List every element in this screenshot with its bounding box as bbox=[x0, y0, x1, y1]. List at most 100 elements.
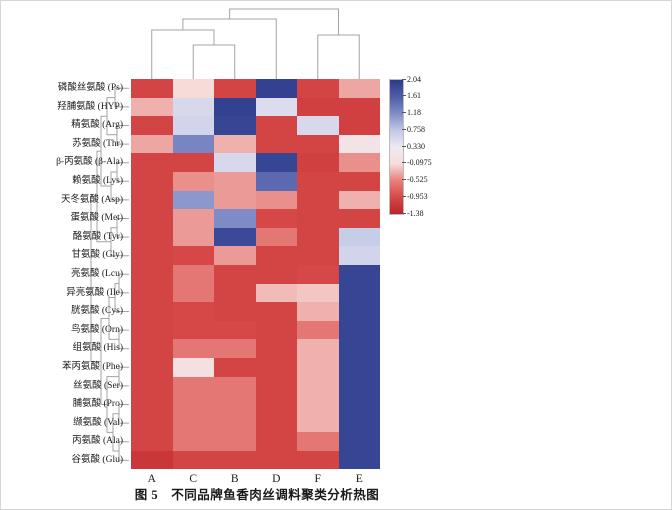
heatmap-cell bbox=[338, 376, 380, 396]
heatmap-cell bbox=[172, 432, 214, 451]
heatmap-cell bbox=[338, 79, 380, 98]
heatmap-cell bbox=[255, 320, 297, 340]
row-label: 苯丙氨酸 (Phe) bbox=[62, 361, 123, 372]
legend-tick-label: 1.61 bbox=[407, 91, 421, 101]
legend-tick-mark bbox=[402, 78, 406, 80]
heatmap-cell bbox=[172, 134, 214, 154]
heatmap-cell bbox=[172, 450, 214, 470]
legend-tick: 1.61 bbox=[402, 91, 421, 100]
heatmap-cell bbox=[338, 209, 380, 228]
heatmap-cell bbox=[297, 134, 339, 154]
heatmap-cell bbox=[255, 227, 297, 247]
row-label: 精氨酸 (Arg) bbox=[71, 120, 123, 131]
heatmap-cell bbox=[214, 413, 256, 433]
legend-ticks: 2.04 1.61 1.18 0.758 0.330 -0.0975 -0.525 -0.95… bbox=[402, 75, 448, 218]
heatmap-cell bbox=[214, 283, 256, 303]
row-label: 谷氨酸 (Glu) bbox=[71, 454, 123, 465]
column-label: D bbox=[272, 473, 281, 485]
heatmap-cell bbox=[255, 246, 297, 265]
heatmap-cell bbox=[338, 320, 380, 340]
heatmap-cell bbox=[172, 153, 214, 172]
heatmap-cell bbox=[338, 395, 380, 414]
heatmap-cell bbox=[297, 413, 339, 433]
heatmap-cell bbox=[338, 264, 380, 284]
heatmap-cell bbox=[131, 153, 173, 172]
heatmap-cell bbox=[255, 134, 297, 154]
heatmap-cell bbox=[214, 227, 256, 247]
heatmap-cell bbox=[255, 264, 297, 284]
legend-tick-mark bbox=[402, 128, 406, 130]
heatmap-cell bbox=[338, 302, 380, 321]
heatmap-cell bbox=[297, 264, 339, 284]
legend-tick: 2.04 bbox=[402, 75, 421, 84]
heatmap-cell bbox=[131, 209, 173, 228]
legend-tick: -0.953 bbox=[402, 192, 428, 201]
heatmap-cell bbox=[255, 395, 297, 414]
row-label: β-丙氨酸 (β-Ala) bbox=[56, 157, 123, 168]
row-labels: 磷酸丝氨酸 (Ps) 羟脯氨酸 (HYP) 精氨酸 (Arg) 苏氨酸 (Thr) β-… bbox=[1, 79, 127, 469]
legend-tick-label: -0.953 bbox=[407, 191, 428, 201]
heatmap-cell bbox=[214, 246, 256, 265]
color-legend: 2.04 1.61 1.18 0.758 0.330 -0.0975 -0.525 -0.95… bbox=[389, 75, 449, 219]
heatmap-cell bbox=[172, 376, 214, 396]
heatmap-cell bbox=[172, 116, 214, 135]
heatmap-cell bbox=[131, 116, 173, 135]
heatmap-cell bbox=[131, 450, 173, 470]
heatmap-cell bbox=[255, 153, 297, 172]
row-dendrogram bbox=[90, 87, 129, 461]
row-label: 鸟氨酸 (Orn) bbox=[71, 324, 123, 335]
legend-tick-label: 1.18 bbox=[407, 108, 421, 117]
row-label: 苏氨酸 (Thr) bbox=[72, 138, 123, 149]
heatmap-cell bbox=[338, 246, 380, 265]
legend-tick: 0.758 bbox=[402, 125, 425, 134]
column-label: E bbox=[355, 473, 363, 485]
heatmap-cell bbox=[338, 134, 380, 154]
heatmap-cell bbox=[172, 79, 214, 98]
heatmap-cell bbox=[131, 413, 173, 433]
figure-caption-title: 不同品牌鱼香肉丝调料聚类分析热图 bbox=[171, 488, 380, 502]
heatmap-cell bbox=[172, 171, 214, 191]
row-label: 缬氨酸 (Val) bbox=[73, 417, 123, 428]
row-label: 甘氨酸 (Gly) bbox=[71, 250, 123, 261]
heatmap-cell bbox=[255, 116, 297, 135]
heatmap-cell bbox=[214, 116, 256, 135]
heatmap-cell bbox=[214, 171, 256, 191]
row-label: 磷酸丝氨酸 (Ps) bbox=[57, 83, 123, 93]
heatmap-cell bbox=[255, 357, 297, 377]
row-label: 蛋氨酸 (Met) bbox=[70, 213, 123, 224]
legend-colorbar bbox=[389, 79, 404, 215]
heatmap-cell bbox=[172, 283, 214, 303]
figure-caption-prefix: 图 5 bbox=[134, 488, 159, 502]
heatmap-cell bbox=[338, 97, 380, 117]
heatmap-cell bbox=[172, 97, 214, 117]
legend-tick-mark bbox=[402, 95, 406, 97]
heatmap-cell bbox=[255, 302, 297, 321]
heatmap-cell bbox=[131, 227, 173, 247]
heatmap-cell bbox=[172, 209, 214, 228]
heatmap-cell bbox=[214, 264, 256, 284]
heatmap-cell bbox=[131, 320, 173, 340]
column-dendrogram bbox=[151, 8, 360, 79]
heatmap-cell bbox=[338, 153, 380, 172]
heatmap-cell bbox=[172, 395, 214, 414]
legend-tick: -0.525 bbox=[402, 175, 428, 184]
heatmap-cell bbox=[297, 432, 339, 451]
heatmap-cell bbox=[214, 302, 256, 321]
heatmap-cell bbox=[338, 357, 380, 377]
heatmap-cell bbox=[297, 302, 339, 321]
heatmap-cell bbox=[297, 227, 339, 247]
heatmap-cell bbox=[338, 171, 380, 191]
legend-tick-label: 2.04 bbox=[407, 74, 421, 84]
heatmap-cell bbox=[214, 339, 256, 358]
legend-tick: 1.18 bbox=[402, 108, 421, 117]
heatmap-cell bbox=[338, 432, 380, 451]
legend-tick-mark bbox=[402, 145, 406, 147]
heatmap-cell bbox=[131, 302, 173, 321]
legend-tick-label: -0.525 bbox=[407, 175, 428, 184]
heatmap-cell bbox=[172, 339, 214, 358]
row-label: 组氨酸 (His) bbox=[72, 343, 123, 354]
heatmap-cell bbox=[297, 153, 339, 172]
row-label: 羟脯氨酸 (HYP) bbox=[57, 101, 123, 112]
row-label: 脯氨酸 (Pro) bbox=[72, 399, 123, 410]
